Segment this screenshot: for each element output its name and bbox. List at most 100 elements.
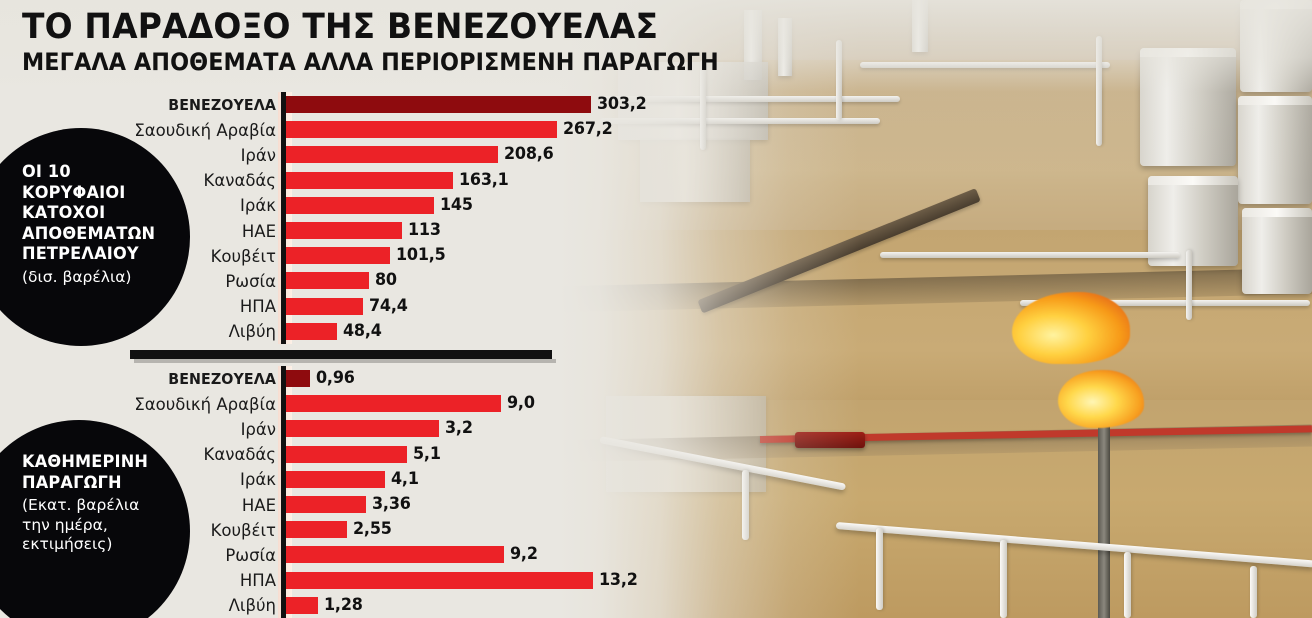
headline-block: ΤΟ ΠΑΡΑΔΟΞΟ ΤΗΣ ΒΕΝΕΖΟΥΕΛΑΣ ΜΕΓΑΛΑ ΑΠΟΘΕ… — [22, 8, 771, 76]
bar-value-label: 3,2 — [445, 418, 473, 439]
bar-category-label: Ρωσία — [225, 545, 276, 565]
chart-row: Λιβύη 48,4 — [100, 319, 600, 345]
bar-value-label: 145 — [440, 194, 473, 215]
callout-title-line: ΚΟΡΥΦΑΙΟΙ — [22, 182, 126, 203]
bar-value-label: 80 — [375, 270, 397, 291]
bar — [286, 395, 501, 413]
callout-subtitle-line: την ημέρα, — [22, 515, 108, 534]
bar-value-label: 163,1 — [459, 169, 509, 190]
bar — [286, 272, 369, 290]
bar-category-label: Ιράκ — [240, 196, 276, 216]
bar-value-label: 13,2 — [599, 569, 638, 590]
chart-reserves: ΒΕΝΕΖΟΥΕΛΑ 303,2 Σαουδική Αραβία 267,2 Ιράν 2… — [100, 92, 647, 345]
bar-value-label: 267,2 — [563, 119, 613, 140]
bar-category-label: Σαουδική Αραβία — [134, 394, 276, 414]
axis-line — [281, 92, 286, 344]
bar — [286, 571, 593, 589]
bar-value-label: 5,1 — [413, 443, 441, 464]
bar-category-label: ΒΕΝΕΖΟΥΕΛΑ — [168, 370, 276, 388]
section-divider — [130, 350, 556, 363]
bar-category-label: Καναδάς — [203, 445, 276, 465]
bar-category-label: ΒΕΝΕΖΟΥΕΛΑ — [168, 96, 276, 114]
chart-row: Καναδάς 163,1 — [100, 168, 600, 194]
chart-row: Κουβέιτ 2,55 — [100, 517, 620, 543]
callout-subtitle-line: εκτιμήσεις) — [22, 535, 113, 553]
chart-row: Ιράκ 4,1 — [100, 467, 620, 493]
bar-category-label: Σαουδική Αραβία — [134, 120, 276, 140]
bar — [286, 196, 434, 214]
bar-category-label: Κουβέιτ — [210, 246, 276, 266]
bar — [286, 370, 310, 387]
callout-title-line: ΠΕΤΡΕΛΑΙΟΥ — [22, 244, 139, 264]
chart-row: Ρωσία 80 — [100, 268, 600, 294]
bar-value-label: 208,6 — [504, 144, 554, 165]
bar — [286, 96, 591, 113]
bar-value-label: 4,1 — [391, 468, 419, 489]
bar — [286, 171, 453, 189]
callout-title-line: ΚΑΤΟΧΟΙ — [22, 203, 106, 223]
bar — [286, 496, 366, 513]
bar — [286, 146, 498, 164]
bar-category-label: Ιράν — [240, 145, 276, 165]
bar-category-label: Καναδάς — [203, 171, 276, 191]
bar-category-label: Κουβέιτ — [210, 520, 276, 540]
chart-row: ΗΠΑ 13,2 — [100, 568, 638, 594]
bar-value-label: 1,28 — [324, 594, 363, 615]
bar — [286, 247, 390, 265]
bar-value-label: 3,36 — [372, 494, 411, 514]
callout-bubble-production — [0, 420, 190, 618]
bar — [286, 596, 318, 614]
page-subtitle: ΜΕΓΑΛΑ ΑΠΟΘΕΜΑΤΑ ΑΛΛΑ ΠΕΡΙΟΡΙΣΜΕΝΗ ΠΑΡΑΓ… — [22, 48, 719, 76]
chart-row: Κουβέιτ 101,5 — [100, 243, 600, 269]
bar-value-label: 113 — [408, 220, 441, 240]
bar-value-label: 2,55 — [353, 519, 392, 540]
bar-value-label: 303,2 — [597, 94, 647, 114]
callout-bubble-reserves — [0, 128, 190, 346]
bar-value-label: 9,2 — [510, 544, 538, 565]
callout-title-line: ΟΙ 10 — [22, 162, 71, 182]
bar-category-label: Ιράν — [240, 419, 276, 439]
chart-production: ΒΕΝΕΖΟΥΕΛΑ 0,96 Σαουδική Αραβία 9,0 Ιράν 3,2 Κ… — [100, 366, 638, 618]
chart-row: ΒΕΝΕΖΟΥΕΛΑ 303,2 — [100, 92, 647, 118]
bar-value-label: 101,5 — [396, 245, 446, 266]
chart-row: Σαουδική Αραβία 267,2 — [100, 117, 612, 143]
bar-value-label: 9,0 — [507, 393, 535, 414]
bar-category-label: ΗΠΑ — [239, 297, 276, 317]
chart-row: Ιράν 208,6 — [100, 142, 600, 168]
bar — [286, 470, 385, 488]
bar — [286, 322, 337, 340]
chart-row: ΗΑΕ 3,36 — [100, 492, 620, 518]
bar-value-label: 74,4 — [369, 295, 408, 316]
bar — [286, 420, 439, 438]
chart-row: ΗΑΕ 113 — [100, 218, 600, 244]
axis-line — [281, 366, 286, 618]
bar — [286, 546, 504, 564]
bar-category-label: Λιβύη — [228, 322, 276, 342]
chart-row: Καναδάς 5,1 — [100, 442, 620, 468]
chart-row: Ρωσία 9,2 — [100, 542, 620, 568]
chart-row: ΗΠΑ 74,4 — [100, 294, 600, 320]
bar — [286, 121, 557, 139]
page-title: ΤΟ ΠΑΡΑΔΟΞΟ ΤΗΣ ΒΕΝΕΖΟΥΕΛΑΣ — [22, 7, 659, 47]
callout-title-line: ΚΑΘΗΜΕΡΙΝΗ — [22, 452, 149, 472]
bar-category-label: Λιβύη — [228, 596, 276, 616]
callout-text-production: ΚΑΘΗΜΕΡΙΝΗ ΠΑΡΑΓΩΓΗ (Εκατ. βαρέλια την η… — [22, 452, 180, 555]
callout-subtitle-line: (δισ. βαρέλια) — [22, 267, 132, 286]
chart-row: ΒΕΝΕΖΟΥΕΛΑ 0,96 — [100, 366, 620, 392]
bar-category-label: ΗΑΕ — [241, 495, 276, 515]
bar-category-label: ΗΑΕ — [241, 221, 276, 241]
chart-row: Ιράκ 145 — [100, 193, 600, 219]
bar — [286, 222, 402, 239]
bar — [286, 521, 347, 539]
callout-title-line: ΑΠΟΘΕΜΑΤΩΝ — [22, 223, 156, 244]
bar-value-label: 48,4 — [343, 320, 382, 341]
callout-title-line: ΠΑΡΑΓΩΓΗ — [22, 472, 122, 493]
callout-subtitle-line: (Εκατ. βαρέλια — [22, 496, 140, 514]
bar-category-label: Ιράκ — [240, 470, 276, 490]
bar-category-label: ΗΠΑ — [239, 571, 276, 591]
callout-text-reserves: ΟΙ 10 ΚΟΡΥΦΑΙΟΙ ΚΑΤΟΧΟΙ ΑΠΟΘΕΜΑΤΩΝ ΠΕΤΡΕ… — [22, 162, 172, 287]
chart-row: Λιβύη 1,28 — [100, 593, 620, 618]
bar — [286, 297, 363, 315]
